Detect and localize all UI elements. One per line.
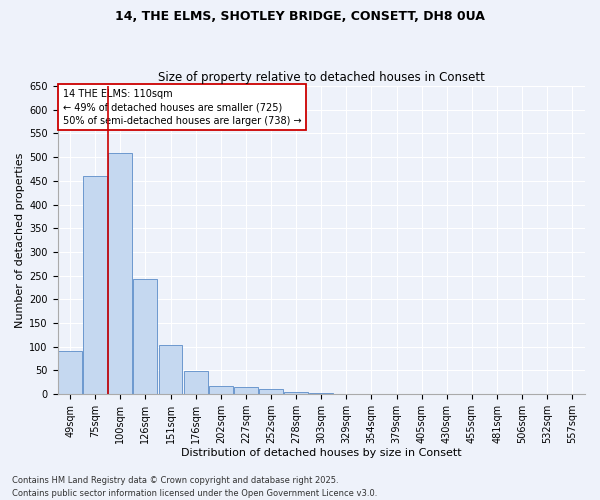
Bar: [310, 393, 333, 394]
Title: Size of property relative to detached houses in Consett: Size of property relative to detached ho…: [158, 70, 485, 84]
Text: Contains HM Land Registry data © Crown copyright and database right 2025.
Contai: Contains HM Land Registry data © Crown c…: [12, 476, 377, 498]
Bar: [259, 390, 283, 394]
Text: 14, THE ELMS, SHOTLEY BRIDGE, CONSETT, DH8 0UA: 14, THE ELMS, SHOTLEY BRIDGE, CONSETT, D…: [115, 10, 485, 23]
Bar: [58, 352, 82, 394]
Bar: [234, 387, 258, 394]
Bar: [158, 346, 182, 394]
Text: 14 THE ELMS: 110sqm
← 49% of detached houses are smaller (725)
50% of semi-detac: 14 THE ELMS: 110sqm ← 49% of detached ho…: [63, 89, 301, 126]
Y-axis label: Number of detached properties: Number of detached properties: [15, 152, 25, 328]
X-axis label: Distribution of detached houses by size in Consett: Distribution of detached houses by size …: [181, 448, 461, 458]
Bar: [83, 176, 107, 394]
Bar: [109, 154, 132, 394]
Bar: [284, 392, 308, 394]
Bar: [184, 372, 208, 394]
Bar: [209, 386, 233, 394]
Bar: [133, 280, 157, 394]
